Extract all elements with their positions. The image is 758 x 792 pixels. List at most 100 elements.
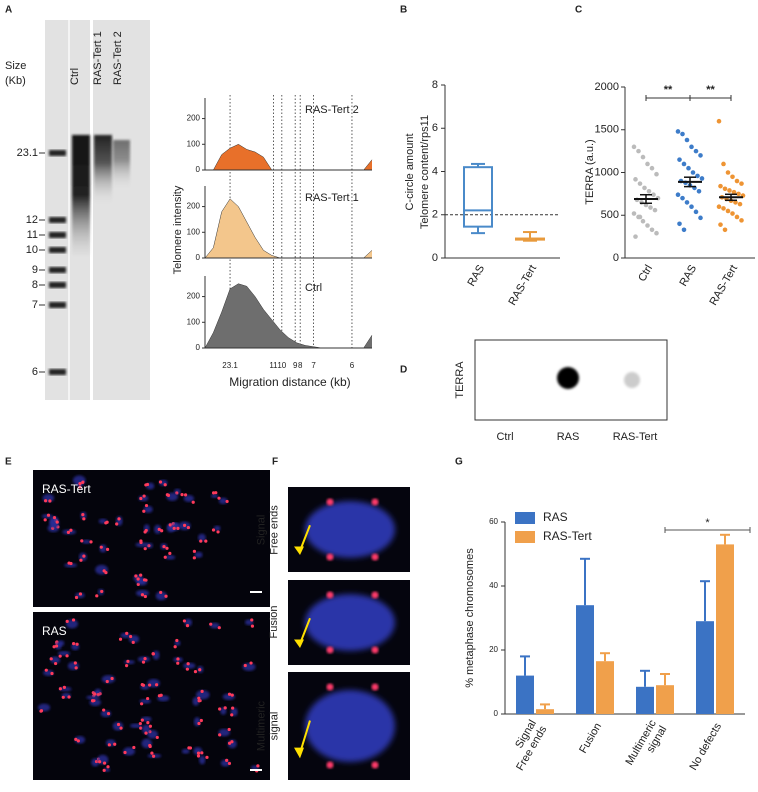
telomere-signal (78, 482, 82, 486)
telomere-signal (105, 547, 110, 551)
y-axis-label: TERRA (a.u.) (584, 139, 596, 204)
panel-label: C (575, 5, 582, 16)
box (463, 166, 493, 228)
y-tick-label: 4 (432, 165, 438, 177)
bar (636, 686, 654, 714)
ladder-band (49, 217, 66, 223)
telomere-signal (159, 590, 163, 595)
y-tick-label: 6 (432, 122, 438, 134)
chromosome (218, 497, 228, 505)
point (718, 222, 723, 227)
point (737, 201, 743, 207)
telomere-signal (142, 494, 146, 498)
point (730, 211, 735, 216)
telomere-signal (227, 741, 232, 745)
point (689, 144, 694, 150)
telomere-signal (125, 631, 129, 635)
x-tick-label: RAS (465, 263, 487, 289)
chromosome (82, 539, 91, 544)
point (716, 204, 722, 209)
x-tick-label: 9 (293, 361, 298, 370)
point (722, 186, 728, 192)
marker-label: 12 (26, 214, 38, 226)
telomere-signal (139, 573, 143, 577)
telomere-signal (132, 745, 136, 750)
telomere-signal (148, 743, 152, 748)
telomere-signal (39, 709, 44, 713)
bar (656, 685, 674, 714)
chromosome (155, 591, 167, 601)
point (739, 181, 744, 186)
ladder-band (49, 267, 66, 273)
marker-label: 8 (32, 279, 38, 291)
telomere-signal (180, 493, 184, 497)
y-tick-label: 200 (187, 202, 201, 211)
y-tick-label: 200 (187, 292, 201, 301)
telomere-signal (123, 750, 127, 755)
panel-label: G (455, 457, 463, 468)
point (654, 230, 659, 236)
telomere-signal (54, 661, 58, 666)
telomere-signal (102, 569, 106, 573)
image-label: Multimeric (255, 700, 267, 751)
area-fill (205, 283, 372, 348)
bar (576, 605, 594, 714)
chromosome (139, 698, 151, 704)
telomere-signal (78, 485, 82, 489)
point (631, 144, 637, 150)
telomere-signal (136, 582, 140, 587)
telomere-signal (217, 626, 221, 630)
telomere-signal (205, 755, 209, 759)
x-tick-label: 8 (298, 361, 303, 370)
y-axis-label: Telomere intensity (172, 185, 184, 274)
axis-label: (Kb) (5, 75, 26, 87)
point (654, 171, 659, 177)
telomere-signal (209, 622, 213, 626)
telomere-signal (119, 726, 123, 730)
telomere-signal (227, 692, 232, 696)
point (640, 154, 646, 160)
image-label: Free ends (268, 505, 280, 555)
y-tick-label: 0 (494, 709, 499, 718)
image-label: Fusion (268, 605, 280, 638)
telomere-signal (223, 706, 227, 710)
telomere-signal (164, 594, 168, 598)
telomere-signal (197, 696, 201, 700)
telomere-signal (326, 591, 334, 599)
telomere-signal (249, 661, 253, 665)
x-tick-label: 23.1 (222, 361, 238, 370)
telomere-signal (80, 539, 84, 543)
telomere-signal (185, 624, 190, 628)
point (675, 192, 681, 198)
telomere-signal (148, 724, 152, 728)
telomere-signal (82, 517, 86, 521)
point (736, 191, 741, 197)
telomere-signal (142, 509, 146, 513)
chromosome (135, 542, 149, 548)
telomere-signal (55, 520, 59, 524)
series-label: RAS-Tert 1 (305, 192, 359, 204)
point (681, 161, 687, 167)
significance: * (705, 517, 710, 529)
telomere-signal (139, 496, 143, 501)
telomere-signal (144, 731, 148, 735)
chromosome (154, 524, 162, 535)
y-tick-label: 40 (489, 581, 498, 590)
chromosome (181, 748, 190, 754)
point (730, 174, 735, 180)
telomere-signal (204, 539, 208, 543)
telomere-signal (371, 646, 379, 654)
telomere-signal (143, 547, 147, 551)
y-tick-label: 0 (196, 253, 201, 262)
telomere-signal (163, 483, 167, 487)
marker-label: 6 (32, 366, 38, 378)
telomere-signal (163, 555, 167, 559)
point (675, 129, 681, 134)
y-axis-label: Telomere content/rps11 (419, 115, 431, 229)
telomere-signal (168, 523, 172, 527)
image-label: signal (268, 712, 280, 741)
telomere-signal (72, 642, 76, 646)
chromosome (165, 555, 176, 560)
telomere-signal (182, 619, 187, 623)
y-tick-label: 100 (187, 317, 201, 326)
